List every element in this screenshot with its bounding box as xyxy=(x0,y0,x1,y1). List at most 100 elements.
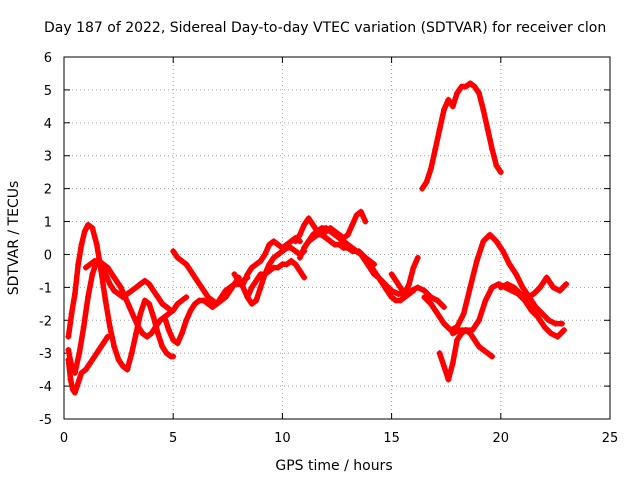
data-point xyxy=(432,146,439,153)
data-point xyxy=(183,317,190,324)
data-point xyxy=(340,238,347,245)
data-point xyxy=(76,376,83,383)
data-point xyxy=(67,376,74,383)
data-point xyxy=(165,327,172,334)
data-point xyxy=(187,307,194,314)
data-point xyxy=(170,248,177,255)
data-point xyxy=(445,96,452,103)
data-point xyxy=(543,274,550,281)
data-point xyxy=(174,300,181,307)
data-point xyxy=(401,290,408,297)
data-point xyxy=(89,225,96,232)
data-point xyxy=(93,241,100,248)
data-point xyxy=(68,310,75,317)
data-point xyxy=(257,258,264,265)
data-point xyxy=(205,300,212,307)
data-point xyxy=(128,350,135,357)
data-point xyxy=(563,281,570,288)
data-point xyxy=(475,343,482,350)
data-point xyxy=(115,356,122,363)
data-point xyxy=(126,304,133,311)
data-point xyxy=(270,238,277,245)
data-point xyxy=(104,264,111,271)
data-point xyxy=(275,241,282,248)
data-point xyxy=(244,294,251,301)
data-point xyxy=(111,343,118,350)
data-point xyxy=(482,297,489,304)
data-point xyxy=(82,366,89,373)
axis-ticks: 0 5 10 15 20 25 -5 -4 -3 -2 -1 0 1 2 3 4 5 6 xyxy=(39,51,618,446)
data-point xyxy=(283,241,290,248)
data-point xyxy=(454,337,461,344)
data-point xyxy=(82,264,89,271)
data-point xyxy=(454,90,461,97)
data-point xyxy=(102,297,109,304)
data-point xyxy=(480,238,487,245)
data-point xyxy=(545,317,552,324)
data-point xyxy=(349,244,356,251)
data-point xyxy=(178,258,185,265)
data-point xyxy=(209,297,216,304)
data-point xyxy=(122,294,129,301)
plot-frame xyxy=(63,56,611,420)
data-point xyxy=(489,284,496,291)
data-point xyxy=(187,267,194,274)
data-point xyxy=(174,254,181,261)
data-point xyxy=(146,281,153,288)
y-tick-label: 1 xyxy=(44,216,52,231)
data-point xyxy=(524,294,531,301)
data-point xyxy=(143,333,150,340)
data-point xyxy=(106,323,113,330)
data-point xyxy=(87,261,94,268)
data-point xyxy=(336,241,343,248)
data-point xyxy=(296,254,303,261)
data-point xyxy=(81,228,88,235)
data-point xyxy=(154,330,161,337)
y-tick-label: 6 xyxy=(44,51,52,66)
data-point xyxy=(85,294,92,301)
data-point xyxy=(292,261,299,268)
data-point xyxy=(486,231,493,238)
data-point xyxy=(469,327,476,334)
data-point xyxy=(561,327,568,334)
data-point xyxy=(117,284,124,291)
data-point xyxy=(296,231,303,238)
series-arc-18 xyxy=(449,281,568,340)
data-point xyxy=(517,290,524,297)
data-point xyxy=(462,327,469,334)
data-point xyxy=(248,300,255,307)
data-series xyxy=(65,80,570,396)
data-point xyxy=(113,277,120,284)
data-point xyxy=(170,353,177,360)
data-point xyxy=(475,317,482,324)
series-arc-14 xyxy=(388,254,421,297)
data-point xyxy=(130,313,137,320)
data-point xyxy=(270,254,277,261)
data-point xyxy=(137,281,144,288)
grid xyxy=(64,57,610,419)
data-point xyxy=(499,248,506,255)
data-point xyxy=(71,369,78,376)
data-point xyxy=(133,330,140,337)
series-arc-15 xyxy=(419,80,504,192)
data-point xyxy=(170,307,177,314)
data-point xyxy=(222,294,229,301)
data-point xyxy=(382,281,389,288)
data-point xyxy=(68,363,75,370)
data-point xyxy=(124,366,131,373)
data-point xyxy=(421,294,428,301)
data-point xyxy=(506,261,513,268)
data-point xyxy=(353,211,360,218)
data-point xyxy=(150,287,157,294)
data-point xyxy=(489,353,496,360)
data-point xyxy=(261,251,268,258)
data-point xyxy=(449,360,456,367)
data-point xyxy=(473,258,480,265)
data-point xyxy=(397,284,404,291)
data-point xyxy=(78,241,85,248)
data-point xyxy=(427,294,434,301)
data-point xyxy=(550,284,557,291)
data-point xyxy=(344,241,351,248)
data-point xyxy=(261,271,268,278)
